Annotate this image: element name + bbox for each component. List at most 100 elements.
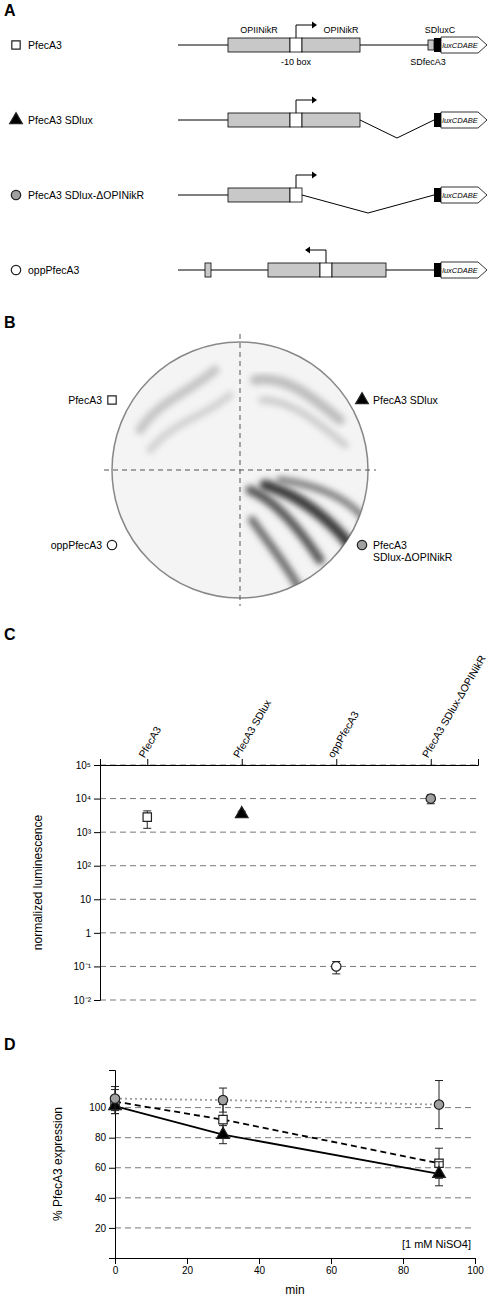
element-label: OPIINikR — [240, 25, 278, 35]
panel-d: D20406080100020406080100min% PfecA3 expr… — [4, 1036, 484, 1297]
tick-label: 20 — [95, 1223, 107, 1234]
error-cap — [111, 1086, 119, 1087]
element-label: SDluxC — [425, 25, 456, 35]
tick: 0 — [113, 1258, 119, 1276]
error-cap — [435, 1080, 443, 1081]
tick: PfecA3 — [136, 724, 163, 765]
marks — [143, 794, 435, 974]
tick: 1 — [85, 928, 100, 939]
error-cap — [219, 1125, 227, 1126]
error-cap — [219, 1088, 227, 1089]
point — [217, 1127, 230, 1138]
tick-mark — [403, 1258, 404, 1264]
promoter-arrowhead — [312, 22, 317, 29]
panel-letter: A — [4, 2, 16, 19]
tick: 20 — [182, 1258, 194, 1276]
error-cap — [435, 1161, 443, 1162]
point — [143, 813, 151, 821]
lux-gene — [441, 262, 487, 278]
tick-label: 40 — [254, 1265, 266, 1276]
x-axis: 020406080100 — [113, 1258, 485, 1276]
promoter-arrowhead — [305, 247, 310, 254]
quadrant-divider — [104, 470, 376, 471]
plate-label: oppPfecA3 — [51, 539, 103, 551]
point — [235, 807, 248, 818]
error-cap — [435, 1148, 443, 1149]
tick: PfecA3 SDlux-ΔOPINikR — [419, 653, 488, 765]
colony-streak — [150, 395, 230, 450]
error-bar — [143, 811, 151, 828]
grid-line — [100, 899, 478, 900]
tick-mark — [259, 1258, 260, 1264]
plate-label: PfecA3 — [68, 394, 102, 406]
minus10-box — [290, 188, 302, 202]
x-axis: PfecA3PfecA3 SDluxoppPfecA3PfecA3 SDlux-… — [101, 653, 489, 766]
tick-label: 80 — [398, 1265, 410, 1276]
error-bar — [332, 962, 340, 974]
tick-mark — [242, 759, 243, 765]
error-bar — [427, 795, 435, 804]
tick-label: 1 — [85, 928, 91, 939]
construct-label: PfecA3 SDlux-ΔOPINikR — [28, 189, 145, 201]
tick-label: PfecA3 — [136, 724, 163, 759]
tick-label: 60 — [95, 1162, 107, 1173]
tick-label: 10⁵ — [76, 760, 91, 771]
tick: 10⁻² — [74, 995, 100, 1006]
minus10-box — [320, 263, 332, 277]
error-cap — [111, 1113, 119, 1114]
grid — [115, 1108, 475, 1228]
promoter-arrow — [310, 250, 326, 263]
error-cap — [143, 828, 151, 829]
tick-label: PfecA3 SDlux-ΔOPINikR — [419, 653, 488, 760]
operator-box — [332, 263, 386, 277]
tick: 80 — [398, 1258, 410, 1276]
panel-letter: C — [4, 626, 16, 643]
tick-label: 10⁴ — [76, 793, 91, 804]
lux-gene — [441, 112, 487, 128]
minus10-box — [290, 38, 302, 52]
gene-label: luxCDABE — [442, 116, 478, 125]
tick: 10³ — [77, 827, 100, 838]
grid-line — [115, 1197, 475, 1198]
series-line — [115, 1102, 439, 1164]
label-line: SDlux-ΔOPINikR — [373, 551, 453, 563]
error-cap — [332, 973, 340, 974]
grid-line — [100, 832, 478, 833]
marker — [356, 393, 369, 404]
tick: 10⁵ — [76, 760, 100, 771]
colony-streak — [262, 400, 345, 445]
tick: PfecA3 SDlux — [230, 697, 273, 765]
operator-box — [228, 38, 290, 52]
grid-line — [100, 966, 478, 967]
tick: 10² — [77, 860, 100, 871]
operator-box — [228, 188, 290, 202]
error-cap — [111, 1110, 119, 1111]
operator-box — [205, 263, 211, 277]
tick: 10 — [80, 894, 100, 905]
marker — [357, 540, 366, 549]
error-cap — [143, 810, 151, 811]
marker — [10, 113, 23, 124]
tick-mark — [94, 966, 100, 967]
operator-box — [302, 113, 360, 127]
tick: 40 — [254, 1258, 266, 1276]
point — [433, 1166, 446, 1177]
lux-gene — [441, 187, 487, 203]
tick-mark — [475, 1258, 476, 1264]
tick-label: PfecA3 SDlux — [230, 697, 273, 760]
grid — [100, 765, 478, 1000]
tick-mark — [147, 759, 148, 765]
sd-fec-box — [428, 40, 434, 50]
grid-line — [100, 932, 478, 933]
error-cap — [435, 1128, 443, 1129]
marks — [109, 1081, 446, 1186]
axis-title: min — [285, 1283, 304, 1297]
tick: 10⁻¹ — [74, 961, 100, 972]
tick: 40 — [95, 1193, 115, 1204]
tick-label: 0 — [113, 1265, 119, 1276]
construct-label: PfecA3 SDlux — [28, 114, 94, 126]
y-axis: 10⁻² 10⁻¹ 1 10 10² 10³ 10⁴ 10⁵ — [74, 760, 101, 1006]
tick-label: 20 — [182, 1265, 194, 1276]
grid-line — [115, 1167, 475, 1168]
construct-row: PfecA3luxCDABEOPIINikROPINikR-10 boxSDlu… — [12, 22, 487, 68]
